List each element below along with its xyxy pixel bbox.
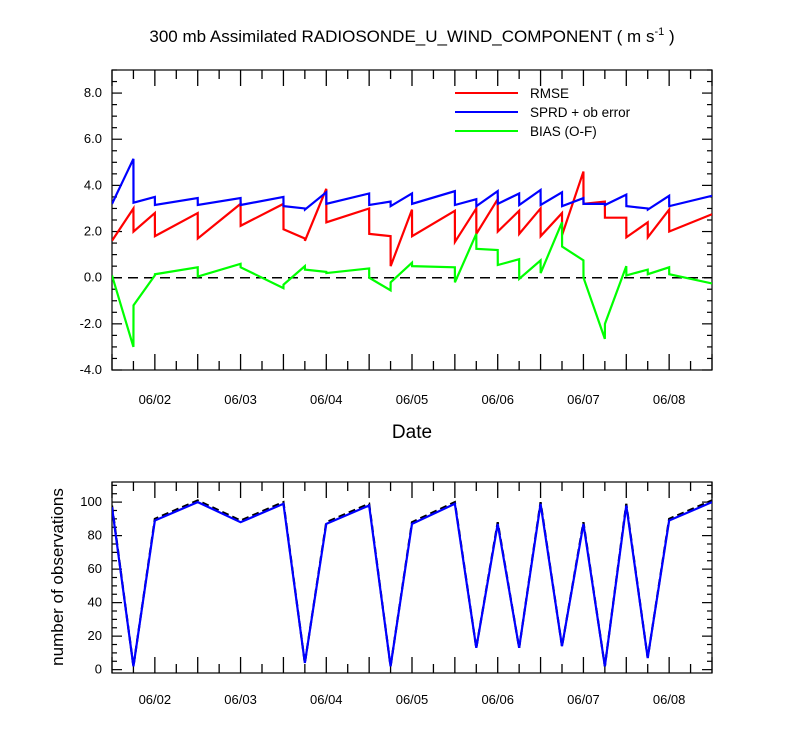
top-legend: RMSE SPRD + ob error BIAS (O-F) bbox=[455, 86, 631, 139]
bottom-ylabel: number of observations bbox=[48, 488, 67, 666]
legend-label-rmse: RMSE bbox=[530, 86, 569, 101]
chart-title-text: 300 mb Assimilated RADIOSONDE_U_WIND_COM… bbox=[149, 27, 654, 46]
x-tick-label: 06/06 bbox=[481, 692, 514, 707]
x-tick-label: 06/05 bbox=[396, 692, 429, 707]
y-tick-label: 40 bbox=[88, 595, 102, 610]
x-tick-label: 06/04 bbox=[310, 692, 343, 707]
y-tick-label: 6.0 bbox=[84, 131, 102, 146]
y-tick-label: 0.0 bbox=[84, 270, 102, 285]
top-xlabel: Date bbox=[392, 422, 432, 443]
series-group bbox=[112, 499, 712, 667]
series-line-sprd-ob-error bbox=[112, 158, 712, 212]
x-tick-label: 06/03 bbox=[224, 392, 257, 407]
chart-title: 300 mb Assimilated RADIOSONDE_U_WIND_COM… bbox=[149, 26, 674, 46]
y-tick-label: 0 bbox=[95, 662, 102, 677]
x-tick-label: 06/08 bbox=[653, 692, 686, 707]
y-tick-label: 8.0 bbox=[84, 85, 102, 100]
y-tick-label: 2.0 bbox=[84, 224, 102, 239]
y-tick-label: -2.0 bbox=[80, 316, 102, 331]
top-plot: 06/02 06/03 06/04 06/05 06/06 06/07 06/08 -4.0 -… bbox=[80, 69, 713, 407]
series-line-rmse bbox=[112, 171, 712, 267]
x-tick-label: 06/02 bbox=[139, 692, 172, 707]
y-tick-label: 80 bbox=[88, 528, 102, 543]
plot-frame bbox=[111, 481, 713, 674]
x-tick-label: 06/03 bbox=[224, 692, 257, 707]
x-tick-label: 06/05 bbox=[396, 392, 429, 407]
series-line-bias-o-f bbox=[112, 221, 712, 348]
x-tick-label: 06/07 bbox=[567, 392, 600, 407]
series-group bbox=[112, 158, 712, 348]
series-line-assimilated bbox=[112, 500, 712, 667]
legend-label-sprd-ob-error: SPRD + ob error bbox=[530, 105, 631, 120]
bottom-plot: 06/02 06/03 06/04 06/05 06/06 06/07 06/08 0 20 40… bbox=[80, 481, 713, 707]
chart-title-end: ) bbox=[664, 27, 674, 46]
x-tick-label: 06/06 bbox=[481, 392, 514, 407]
y-tick-label: -4.0 bbox=[80, 362, 102, 377]
x-tick-label: 06/04 bbox=[310, 392, 343, 407]
y-tick-label: 60 bbox=[88, 561, 102, 576]
y-tick-label: 100 bbox=[80, 494, 102, 509]
x-tick-label: 06/08 bbox=[653, 392, 686, 407]
x-tick-label: 06/07 bbox=[567, 692, 600, 707]
legend-label-bias-o-f: BIAS (O-F) bbox=[530, 124, 597, 139]
y-tick-label: 4.0 bbox=[84, 177, 102, 192]
chart-title-superscript: -1 bbox=[654, 26, 664, 38]
y-tick-label: 20 bbox=[88, 628, 102, 643]
x-tick-label: 06/02 bbox=[139, 392, 172, 407]
